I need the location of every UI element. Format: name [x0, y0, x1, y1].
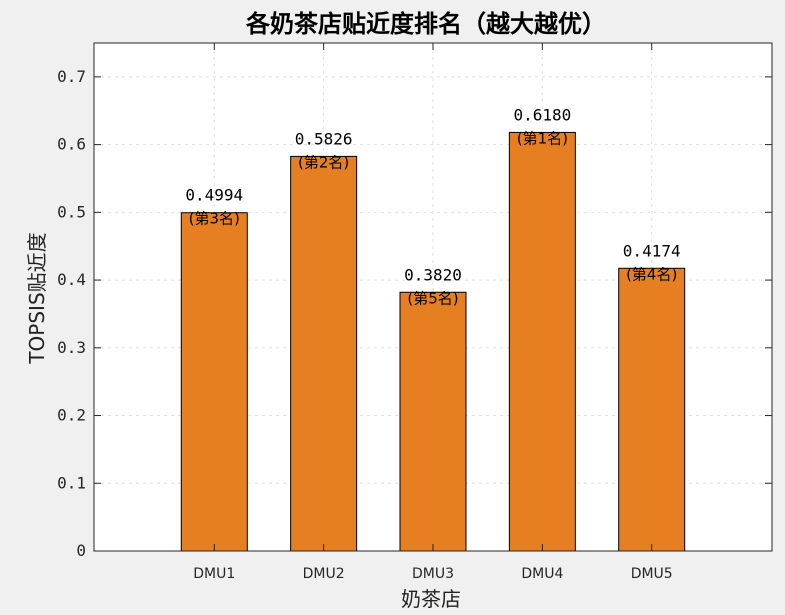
data-value-label: 0.5826: [295, 129, 353, 148]
rank-label: (第5名): [407, 289, 458, 307]
bar: [290, 155, 358, 552]
data-value-label: 0.3820: [404, 265, 462, 284]
rank-label: (第2名): [298, 153, 349, 171]
data-value-label: 0.4994: [185, 186, 243, 205]
bars: [180, 131, 686, 552]
data-labels: 0.4994 (第3名) 0.5826 (第2名) 0.3820 (第5名) 0.6180 (…: [185, 105, 680, 307]
y-tick-label: 0.4: [57, 270, 86, 289]
x-tick-label: DMU1: [193, 566, 235, 582]
rank-label: (第4名): [626, 265, 677, 283]
y-tick-label: 0.7: [57, 67, 86, 86]
y-axis-ticks: 0 0.1 0.2 0.3 0.4 0.5 0.6 0.7: [57, 67, 772, 560]
y-tick-label: 0.2: [57, 406, 86, 425]
bar: [180, 212, 248, 552]
data-value-label: 0.6180: [513, 105, 571, 124]
x-tick-label: DMU5: [631, 566, 673, 582]
bar: [399, 291, 467, 552]
bar: [508, 131, 576, 552]
chart-title: 各奶茶店贴近度排名（越大越优）: [245, 10, 606, 38]
x-axis-ticks: DMU1 DMU2 DMU3 DMU4 DMU5: [193, 43, 673, 582]
rank-label: (第1名): [517, 129, 568, 147]
x-axis-label: 奶茶店: [401, 587, 461, 611]
rank-label: (第3名): [189, 210, 240, 228]
x-tick-label: DMU4: [521, 566, 563, 582]
data-value-label: 0.4174: [623, 241, 681, 260]
y-axis-label: TOPSIS贴近度: [25, 232, 49, 364]
x-tick-label: DMU3: [412, 566, 454, 582]
y-tick-label: 0.6: [57, 135, 86, 154]
y-tick-label: 0: [76, 541, 86, 560]
y-tick-label: 0.1: [57, 473, 86, 492]
x-tick-label: DMU2: [303, 566, 345, 582]
bar: [618, 267, 686, 552]
y-tick-label: 0.5: [57, 202, 86, 221]
y-tick-label: 0.3: [57, 338, 86, 357]
